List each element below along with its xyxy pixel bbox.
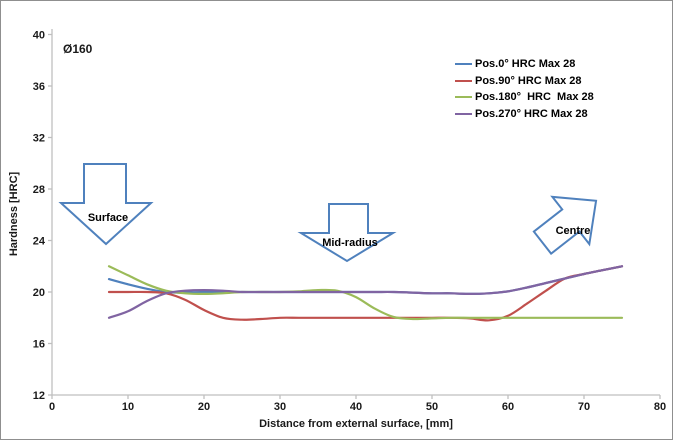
y-tick-label: 40 bbox=[33, 30, 45, 42]
legend-label: Pos.180° HRC Max 28 bbox=[475, 91, 594, 103]
legend-line-swatch bbox=[455, 112, 472, 115]
legend-line-swatch bbox=[455, 63, 472, 66]
legend-item: Pos.270° HRC Max 28 bbox=[455, 106, 594, 123]
series-group bbox=[107, 265, 624, 322]
surface-arrow-shape bbox=[58, 163, 154, 246]
axes-group: 0 10 20 30 40 50 60 70 80 12 16 20 24 28 32 36 40 bbox=[33, 29, 666, 413]
y-tick-label: 36 bbox=[33, 81, 45, 93]
surface-arrow: Surface bbox=[58, 163, 154, 246]
surface-arrow-label: Surface bbox=[88, 212, 128, 224]
legend-item: Pos.180° HRC Max 28 bbox=[455, 89, 594, 106]
legend-label: Pos.0° HRC Max 28 bbox=[475, 58, 576, 70]
x-tick-label: 40 bbox=[350, 401, 362, 413]
centre-arrow-label: Centre bbox=[556, 225, 591, 237]
y-tick-label: 28 bbox=[33, 184, 45, 196]
x-axis-title: Distance from external surface, [mm] bbox=[259, 418, 453, 430]
x-tick-label: 60 bbox=[502, 401, 514, 413]
legend-line-swatch bbox=[455, 96, 472, 99]
y-tick-label: 16 bbox=[33, 339, 45, 351]
legend-label: Pos.90° HRC Max 28 bbox=[475, 74, 582, 87]
y-tick-label: 24 bbox=[33, 236, 46, 248]
chart-legend: Pos.0° HRC Max 28 Pos.90° HRC Max 28 Pos… bbox=[455, 56, 594, 122]
series-line-2 bbox=[107, 265, 624, 321]
mid-radius-arrow-label: Mid-radius bbox=[322, 237, 378, 249]
legend-item: Pos.0° HRC Max 28 bbox=[455, 56, 594, 73]
x-tick-label: 80 bbox=[654, 401, 666, 413]
legend-label: Pos.270° HRC Max 28 bbox=[475, 107, 588, 120]
x-tick-label: 10 bbox=[122, 401, 134, 413]
centre-arrow: Centre bbox=[532, 195, 598, 256]
x-tick-label: 70 bbox=[578, 401, 590, 413]
y-tick-label: 32 bbox=[33, 133, 45, 145]
mid-radius-arrow-shape bbox=[297, 203, 397, 263]
series-line-1 bbox=[107, 265, 624, 322]
mid-radius-arrow: Mid-radius bbox=[297, 203, 397, 263]
y-tick-label: 12 bbox=[33, 390, 45, 402]
x-tick-label: 50 bbox=[426, 401, 438, 413]
series-line-3 bbox=[107, 265, 624, 319]
centre-arrow-shape bbox=[532, 195, 598, 256]
x-tick-label: 30 bbox=[274, 401, 286, 413]
x-tick-label: 20 bbox=[198, 401, 210, 413]
diameter-annotation: Ø160 bbox=[63, 42, 93, 56]
x-tick-label: 0 bbox=[49, 401, 55, 413]
y-tick-label: 20 bbox=[33, 287, 45, 299]
legend-item: Pos.90° HRC Max 28 bbox=[455, 73, 594, 90]
legend-line-swatch bbox=[455, 79, 472, 82]
y-axis-title: Hardness [HRC] bbox=[8, 171, 20, 256]
